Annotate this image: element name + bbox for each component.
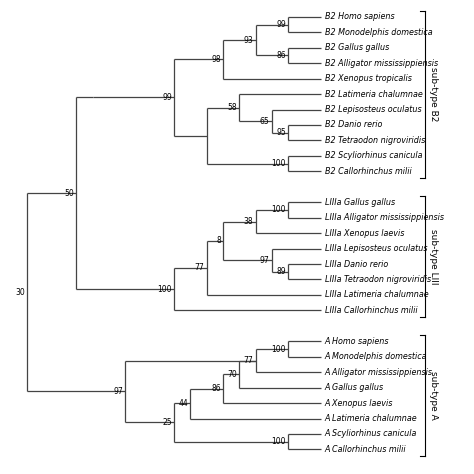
Text: LIIIa Gallus gallus: LIIIa Gallus gallus [325, 198, 395, 207]
Text: B2 Latimeria chalumnae: B2 Latimeria chalumnae [325, 90, 422, 99]
Text: 38: 38 [244, 217, 254, 226]
Text: LIIIa Latimeria chalumnae: LIIIa Latimeria chalumnae [325, 291, 428, 300]
Text: 77: 77 [195, 264, 204, 273]
Text: B2 Scyliorhinus canicula: B2 Scyliorhinus canicula [325, 151, 422, 160]
Text: 25: 25 [162, 418, 172, 427]
Text: 93: 93 [244, 36, 254, 45]
Text: B2 Gallus gallus: B2 Gallus gallus [325, 43, 389, 52]
Text: B2 Lepisosteus oculatus: B2 Lepisosteus oculatus [325, 105, 421, 114]
Text: 30: 30 [16, 288, 25, 297]
Text: B2 Monodelphis domestica: B2 Monodelphis domestica [325, 28, 432, 37]
Text: LIIIa Danio rerio: LIIIa Danio rerio [325, 260, 388, 269]
Text: LIIIa Lepisosteus oculatus: LIIIa Lepisosteus oculatus [325, 244, 427, 253]
Text: sub-type LIII: sub-type LIII [429, 228, 438, 284]
Text: A Monodelphis domestica: A Monodelphis domestica [325, 352, 427, 361]
Text: A Alligator mississippiensis: A Alligator mississippiensis [325, 368, 433, 377]
Text: 58: 58 [228, 103, 237, 112]
Text: 99: 99 [162, 93, 172, 102]
Text: 97: 97 [260, 255, 270, 264]
Text: A Gallus gallus: A Gallus gallus [325, 383, 384, 392]
Text: 100: 100 [272, 159, 286, 168]
Text: 44: 44 [178, 399, 188, 408]
Text: 8: 8 [216, 237, 221, 246]
Text: B2 Xenopus tropicalis: B2 Xenopus tropicalis [325, 74, 412, 83]
Text: 50: 50 [64, 189, 74, 198]
Text: 100: 100 [157, 285, 172, 294]
Text: 95: 95 [276, 128, 286, 137]
Text: LIIIa Tetraodon nigroviridis: LIIIa Tetraodon nigroviridis [325, 275, 431, 284]
Text: sub-type A: sub-type A [429, 371, 438, 420]
Text: B2 Alligator mississippiensis: B2 Alligator mississippiensis [325, 59, 438, 68]
Text: B2 Danio rerio: B2 Danio rerio [325, 120, 382, 129]
Text: A Homo sapiens: A Homo sapiens [325, 337, 389, 346]
Text: 77: 77 [244, 356, 254, 365]
Text: 70: 70 [228, 370, 237, 379]
Text: A Scyliorhinus canicula: A Scyliorhinus canicula [325, 429, 417, 438]
Text: 86: 86 [211, 384, 221, 393]
Text: 100: 100 [272, 437, 286, 446]
Text: 86: 86 [276, 51, 286, 60]
Text: A Latimeria chalumnae: A Latimeria chalumnae [325, 414, 418, 423]
Text: 97: 97 [113, 387, 123, 396]
Text: 89: 89 [276, 267, 286, 276]
Text: A Callorhinchus milii: A Callorhinchus milii [325, 445, 406, 454]
Text: 65: 65 [260, 117, 270, 126]
Text: 98: 98 [211, 55, 221, 64]
Text: A Xenopus laevis: A Xenopus laevis [325, 399, 393, 408]
Text: 100: 100 [272, 205, 286, 214]
Text: B2 Homo sapiens: B2 Homo sapiens [325, 12, 394, 21]
Text: LIIIa Alligator mississippiensis: LIIIa Alligator mississippiensis [325, 213, 444, 222]
Text: 100: 100 [272, 345, 286, 354]
Text: LIIIa Xenopus laevis: LIIIa Xenopus laevis [325, 228, 404, 237]
Text: LIIIa Callorhinchus milii: LIIIa Callorhinchus milii [325, 306, 418, 315]
Text: B2 Callorhinchus milii: B2 Callorhinchus milii [325, 167, 411, 176]
Text: 99: 99 [276, 20, 286, 29]
Text: B2 Tetraodon nigroviridis: B2 Tetraodon nigroviridis [325, 136, 425, 145]
Text: sub-type B2: sub-type B2 [429, 67, 438, 121]
